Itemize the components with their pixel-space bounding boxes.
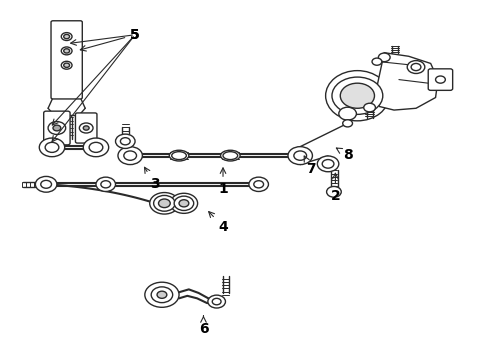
Text: 5: 5 <box>80 28 140 51</box>
Circle shape <box>124 151 137 160</box>
Circle shape <box>340 83 374 108</box>
Circle shape <box>121 138 130 145</box>
Circle shape <box>101 181 111 188</box>
Circle shape <box>39 138 65 157</box>
Circle shape <box>41 180 51 188</box>
Circle shape <box>118 147 143 165</box>
FancyBboxPatch shape <box>75 113 97 143</box>
Circle shape <box>151 287 172 303</box>
Ellipse shape <box>220 150 240 161</box>
Circle shape <box>64 63 70 67</box>
Circle shape <box>339 107 356 120</box>
Circle shape <box>35 176 57 192</box>
Circle shape <box>64 35 70 39</box>
Circle shape <box>157 291 167 298</box>
Circle shape <box>83 138 109 157</box>
Circle shape <box>332 77 383 114</box>
Text: 3: 3 <box>145 167 159 190</box>
Circle shape <box>378 53 390 62</box>
Ellipse shape <box>326 71 389 121</box>
Ellipse shape <box>223 152 238 159</box>
Circle shape <box>254 181 264 188</box>
Ellipse shape <box>172 152 186 159</box>
Text: 8: 8 <box>336 148 352 162</box>
Text: 4: 4 <box>209 212 228 234</box>
FancyBboxPatch shape <box>51 21 82 99</box>
Circle shape <box>294 151 307 160</box>
Circle shape <box>179 200 189 207</box>
Polygon shape <box>377 53 438 110</box>
Circle shape <box>61 33 72 41</box>
Circle shape <box>343 120 352 127</box>
Circle shape <box>288 147 313 165</box>
Circle shape <box>53 125 61 131</box>
Circle shape <box>48 122 66 134</box>
Circle shape <box>83 126 89 130</box>
Circle shape <box>249 177 269 192</box>
Circle shape <box>64 49 70 53</box>
Circle shape <box>174 196 194 211</box>
Circle shape <box>436 76 445 83</box>
Circle shape <box>159 199 170 208</box>
Circle shape <box>116 134 135 148</box>
FancyBboxPatch shape <box>44 111 70 145</box>
Circle shape <box>208 295 225 308</box>
Text: 7: 7 <box>304 156 316 176</box>
FancyBboxPatch shape <box>428 69 453 90</box>
Circle shape <box>61 61 72 69</box>
Circle shape <box>327 186 341 197</box>
Circle shape <box>407 60 425 73</box>
Circle shape <box>61 47 72 55</box>
Circle shape <box>89 142 103 152</box>
Circle shape <box>145 282 179 307</box>
Circle shape <box>45 142 59 152</box>
Circle shape <box>79 123 93 133</box>
Text: 5: 5 <box>130 28 140 42</box>
Circle shape <box>150 193 179 214</box>
Circle shape <box>212 298 221 305</box>
Circle shape <box>364 103 375 112</box>
Circle shape <box>96 177 116 192</box>
Circle shape <box>322 159 334 168</box>
Circle shape <box>318 156 339 172</box>
Circle shape <box>170 193 197 213</box>
Circle shape <box>372 58 382 65</box>
Text: 2: 2 <box>331 173 340 203</box>
Circle shape <box>154 195 175 211</box>
Text: 1: 1 <box>218 168 228 196</box>
Ellipse shape <box>169 150 189 161</box>
Circle shape <box>411 63 421 71</box>
Text: 6: 6 <box>198 316 208 336</box>
